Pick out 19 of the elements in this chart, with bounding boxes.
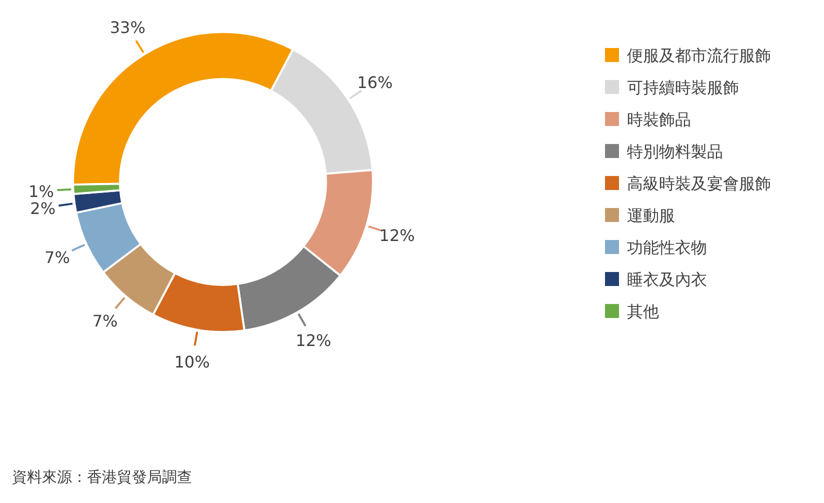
data-label: 7% bbox=[92, 312, 118, 331]
data-label: 33% bbox=[110, 18, 146, 37]
legend-label: 時裝飾品 bbox=[627, 110, 691, 129]
source-note: 資料來源：香港貿發局調查 bbox=[12, 468, 192, 486]
data-label: 2% bbox=[30, 198, 56, 218]
legend-label: 運動服 bbox=[627, 206, 675, 225]
legend-label: 高級時裝及宴會服飾 bbox=[627, 174, 771, 193]
legend-label: 功能性衣物 bbox=[627, 238, 707, 257]
data-label: 16% bbox=[357, 72, 393, 92]
legend-label: 便服及都市流行服飾 bbox=[627, 46, 771, 65]
legend-label: 特別物料製品 bbox=[627, 142, 723, 161]
data-label: 12% bbox=[379, 226, 415, 246]
data-label: 10% bbox=[174, 352, 210, 372]
data-label: 1% bbox=[28, 182, 54, 201]
data-label: 7% bbox=[44, 248, 70, 268]
legend-label: 睡衣及內衣 bbox=[627, 270, 707, 289]
legend-label: 可持續時裝服飾 bbox=[627, 78, 739, 97]
legend-label: 其他 bbox=[627, 302, 659, 321]
data-label: 12% bbox=[296, 330, 332, 350]
